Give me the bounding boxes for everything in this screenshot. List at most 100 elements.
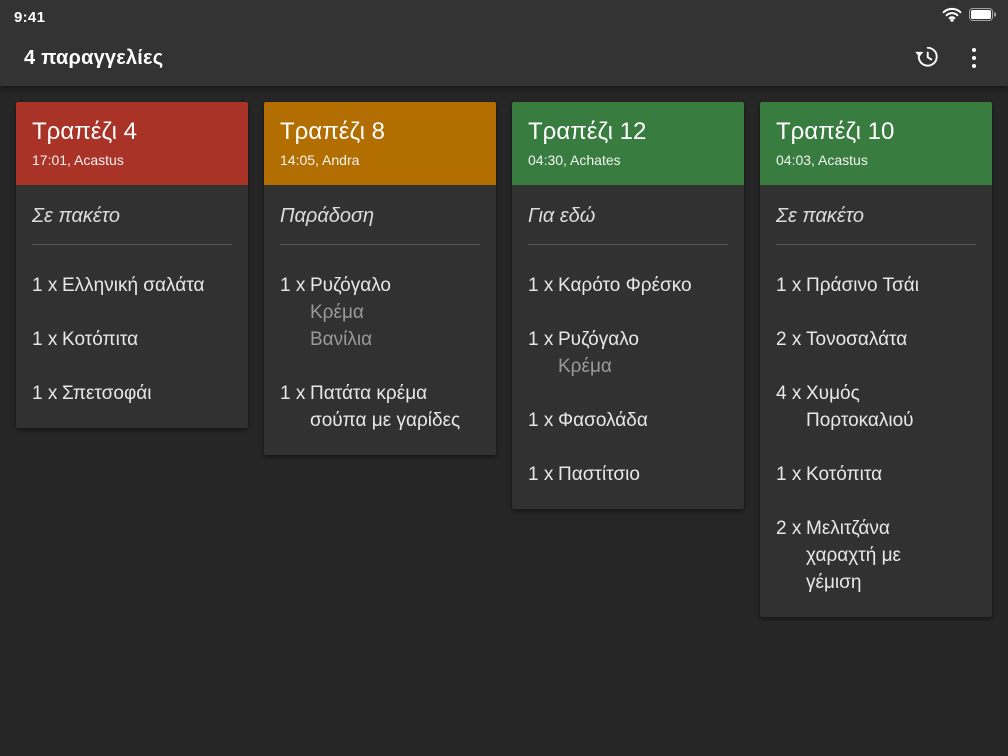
order-item-line: 1 x Πατάτα κρέμα σούπα με γαρίδες [280, 380, 480, 434]
order-time-and-user: 04:03, Acastus [776, 152, 868, 168]
order-item-qty: 1 x [32, 383, 58, 404]
order-type-label: Παράδοση [280, 205, 375, 227]
status-time: 9:41 [14, 8, 46, 26]
order-item-line: 1 x Παστίτσιο [528, 461, 728, 488]
history-button[interactable] [904, 36, 948, 80]
overflow-menu-button[interactable] [952, 36, 996, 80]
overflow-menu-icon [971, 47, 977, 69]
order-item-qty: 1 x [32, 275, 58, 296]
divider [776, 244, 976, 245]
app-bar: 4 παραγγελίες [0, 30, 1008, 86]
app-bar-actions [904, 36, 996, 80]
order-item-name: Τονοσαλάτα [806, 329, 908, 350]
order-item-qty: 1 x [528, 464, 554, 485]
status-bar: 9:41 [0, 0, 1008, 30]
order-item-line: 1 x Κοτόπιτα [776, 461, 976, 488]
order-item-name: Σπετσοφάι [62, 383, 152, 404]
order-item-line: 4 x Χυμός Πορτοκαλιού [776, 380, 976, 434]
order-item-qty: 1 x [776, 464, 802, 485]
order-card-header: Τραπέζι 8 14:05, Andra [264, 102, 496, 185]
order-item-name: Φασολάδα [558, 410, 648, 431]
order-item-qty: 4 x [776, 383, 802, 404]
battery-icon [969, 8, 997, 26]
order-card[interactable]: Τραπέζι 10 04:03, Acastus Σε πακέτο 1 x Πράσ… [760, 102, 992, 617]
order-item: 1 x Φασολάδα [528, 407, 728, 434]
order-item-name: Πατάτα κρέμα σούπα με γαρίδες [310, 383, 461, 431]
divider [280, 244, 480, 245]
page-title: 4 παραγγελίες [24, 46, 164, 69]
order-time-and-user: 14:05, Andra [280, 152, 360, 168]
order-item: 1 x Ρυζόγαλο Κρέμα [528, 326, 728, 380]
status-icons [942, 7, 997, 27]
order-type-label: Σε πακέτο [776, 205, 864, 227]
wifi-icon [942, 7, 962, 27]
order-item-line: 1 x Καρότο Φρέσκο [528, 272, 728, 299]
order-item-qty: 1 x [280, 383, 306, 404]
order-item: 1 x Παστίτσιο [528, 461, 728, 488]
order-card-body: Σε πακέτο 1 x Πράσινο Τσάι 2 x Τονοσαλάτα 4 x… [760, 185, 992, 617]
order-card-body: Σε πακέτο 1 x Ελληνική σαλάτα 1 x Κοτόπιτα 1 … [16, 185, 248, 428]
order-item: 1 x Κοτόπιτα [776, 461, 976, 488]
order-item-qty: 1 x [528, 275, 554, 296]
order-item-line: 1 x Σπετσοφάι [32, 380, 232, 407]
order-item-name: Παστίτσιο [558, 464, 640, 485]
order-item: 1 x Πράσινο Τσάι [776, 272, 976, 299]
history-icon [914, 44, 939, 72]
order-item-qty: 2 x [776, 518, 802, 539]
order-item-line: 1 x Πράσινο Τσάι [776, 272, 976, 299]
order-time-and-user: 17:01, Acastus [32, 152, 124, 168]
order-item: 1 x Κοτόπιτα [32, 326, 232, 353]
order-card-header: Τραπέζι 12 04:30, Achates [512, 102, 744, 185]
order-item-qty: 1 x [528, 329, 554, 350]
order-item-qty: 2 x [776, 329, 802, 350]
order-item-name: Χυμός Πορτοκαλιού [806, 383, 914, 431]
order-item-name: Μελιτζάνα χαραχτή με γέμιση [806, 518, 901, 593]
orders-grid: Τραπέζι 4 17:01, Acastus Σε πακέτο 1 x Ελλην… [0, 86, 1008, 633]
order-item-qty: 1 x [528, 410, 554, 431]
order-item-qty: 1 x [776, 275, 802, 296]
order-item-line: 2 x Τονοσαλάτα [776, 326, 976, 353]
order-item-name: Κοτόπιτα [806, 464, 883, 485]
order-item: 1 x Ελληνική σαλάτα [32, 272, 232, 299]
order-card-body: Παράδοση 1 x Ρυζόγαλο Κρέμα Βανίλια 1 x Πατάτα… [264, 185, 496, 455]
order-item-name: Κοτόπιτα [62, 329, 139, 350]
order-card[interactable]: Τραπέζι 4 17:01, Acastus Σε πακέτο 1 x Ελλην… [16, 102, 248, 428]
order-card-body: Για εδώ 1 x Καρότο Φρέσκο 1 x Ρυζόγαλο Κρέμα 1… [512, 185, 744, 509]
order-item-name: Ρυζόγαλο [310, 275, 392, 296]
order-type-label: Σε πακέτο [32, 205, 120, 227]
order-time-and-user: 04:30, Achates [528, 152, 621, 168]
order-table-name: Τραπέζι 8 [280, 118, 385, 145]
order-item-line: 1 x Ρυζόγαλο [280, 272, 480, 299]
order-item: 2 x Τονοσαλάτα [776, 326, 976, 353]
order-table-name: Τραπέζι 12 [528, 118, 647, 145]
order-item-line: 1 x Κοτόπιτα [32, 326, 232, 353]
order-card-header: Τραπέζι 10 04:03, Acastus [760, 102, 992, 185]
order-item: 1 x Πατάτα κρέμα σούπα με γαρίδες [280, 380, 480, 434]
order-item-modifier: Κρέμα [310, 302, 364, 323]
order-item-line: 1 x Ελληνική σαλάτα [32, 272, 232, 299]
order-item: 1 x Καρότο Φρέσκο [528, 272, 728, 299]
order-item: 1 x Ρυζόγαλο Κρέμα Βανίλια [280, 272, 480, 353]
order-card[interactable]: Τραπέζι 8 14:05, Andra Παράδοση 1 x Ρυζόγαλο… [264, 102, 496, 455]
order-type-label: Για εδώ [528, 205, 596, 227]
order-table-name: Τραπέζι 10 [776, 118, 895, 145]
order-item-line: 2 x Μελιτζάνα χαραχτή με γέμιση [776, 515, 976, 596]
order-item-modifier: Βανίλια [310, 329, 373, 350]
divider [32, 244, 232, 245]
order-card[interactable]: Τραπέζι 12 04:30, Achates Για εδώ 1 x Καρότο… [512, 102, 744, 509]
top-chrome: 9:41 4 παραγγελίες [0, 0, 1008, 86]
order-item-name: Καρότο Φρέσκο [558, 275, 692, 296]
order-item-name: Ρυζόγαλο [558, 329, 640, 350]
order-item-modifier: Κρέμα [558, 356, 612, 377]
order-card-header: Τραπέζι 4 17:01, Acastus [16, 102, 248, 185]
order-table-name: Τραπέζι 4 [32, 118, 137, 145]
order-item-qty: 1 x [280, 275, 306, 296]
order-item: 4 x Χυμός Πορτοκαλιού [776, 380, 976, 434]
order-item-qty: 1 x [32, 329, 58, 350]
order-item-name: Ελληνική σαλάτα [62, 275, 205, 296]
order-item-line: 1 x Φασολάδα [528, 407, 728, 434]
order-item: 1 x Σπετσοφάι [32, 380, 232, 407]
order-item-line: 1 x Ρυζόγαλο [528, 326, 728, 353]
order-item: 2 x Μελιτζάνα χαραχτή με γέμιση [776, 515, 976, 596]
divider [528, 244, 728, 245]
